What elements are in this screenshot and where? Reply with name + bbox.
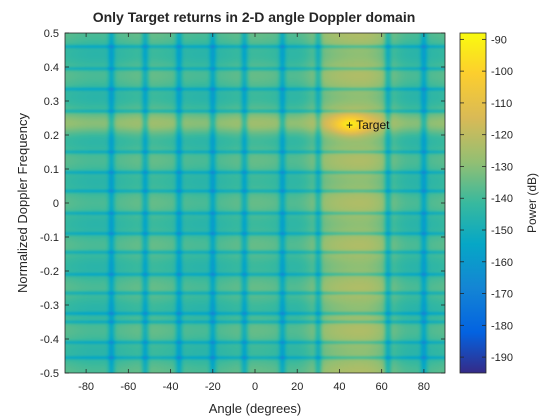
colorbar-tick-label: -90 [491,34,507,46]
y-tick-label: -0.3 [40,300,59,312]
y-tick-label: -0.2 [40,266,59,278]
x-tick-label: -80 [78,381,94,393]
y-tick-label: -0.5 [40,368,59,380]
x-tick-label: 60 [376,381,388,393]
x-tick-label: 40 [333,381,345,393]
plot-area [65,33,445,373]
x-tick-label: -40 [163,381,179,393]
y-tick-label: 0.5 [44,28,59,40]
colorbar-tick-label: -100 [491,66,513,78]
x-tick-label: 20 [291,381,303,393]
target-annotation: + Target [346,118,390,132]
colorbar-gradient [459,32,487,374]
colorbar-tick-label: -120 [491,130,513,142]
y-tick-label: 0.4 [44,62,59,74]
colorbar-tick-label: -170 [491,289,513,301]
y-axis-ticks: -0.5 -0.4 -0.3 -0.2 -0.1 0 0.1 0.2 0.3 0.4 0.5 [40,28,445,380]
y-tick-label: -0.4 [40,334,59,346]
y-axis-label: Normalized Doppler Frequency [15,113,30,293]
y-tick-label: 0.3 [44,96,59,108]
x-tick-label: -60 [120,381,136,393]
chart-title: Only Target returns in 2-D angle Doppler… [93,9,416,25]
colorbar-tick-label: -190 [491,352,513,364]
colorbar-tick-label: -130 [491,161,513,173]
y-tick-label: 0.1 [44,164,59,176]
y-tick-label: 0.2 [44,130,59,142]
colorbar-tick-label: -110 [491,98,512,110]
x-tick-label: 80 [418,381,430,393]
colorbar-label: Power (dB) [525,173,539,233]
x-tick-label: 0 [252,381,258,393]
colorbar-tick-label: -150 [491,225,513,237]
y-tick-label: -0.1 [40,232,59,244]
colorbar-ticks: -190 -180 -170 -160 -150 -140 -130 -120 -110 -100… [460,34,513,364]
colorbar-tick-label: -160 [491,257,513,269]
heatmap-image [65,33,445,373]
colorbar [459,32,487,374]
x-axis-label: Angle (degrees) [209,401,302,416]
colorbar-tick-label: -180 [491,320,513,332]
x-axis-ticks: -80 -60 -40 -20 0 20 40 60 80 [78,33,430,393]
x-tick-label: -20 [205,381,221,393]
y-tick-label: 0 [53,198,59,210]
colorbar-tick-label: -140 [491,193,513,205]
annotation-layer: + Target [346,118,390,132]
